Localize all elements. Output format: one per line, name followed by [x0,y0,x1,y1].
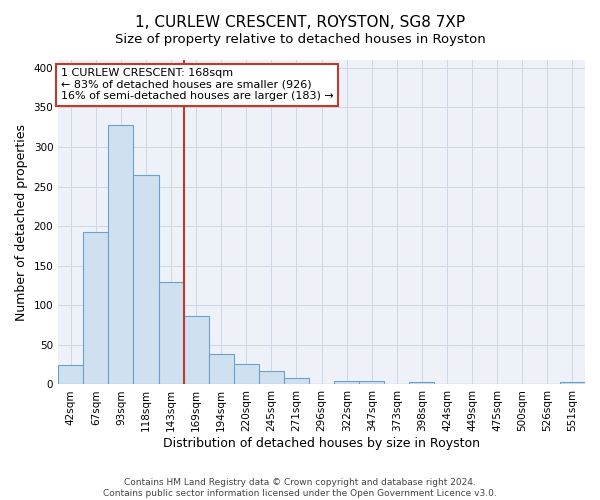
Bar [560,382,585,384]
Bar [133,174,158,384]
Bar [158,282,184,385]
Bar [184,316,209,384]
Bar [58,364,83,384]
Bar [334,380,359,384]
Text: 1 CURLEW CRESCENT: 168sqm
← 83% of detached houses are smaller (926)
16% of semi: 1 CURLEW CRESCENT: 168sqm ← 83% of detac… [61,68,334,102]
Bar [409,382,434,384]
Y-axis label: Number of detached properties: Number of detached properties [15,124,28,320]
Bar [234,364,259,384]
Bar [109,125,133,384]
Bar [284,378,309,384]
Text: 1, CURLEW CRESCENT, ROYSTON, SG8 7XP: 1, CURLEW CRESCENT, ROYSTON, SG8 7XP [135,15,465,30]
X-axis label: Distribution of detached houses by size in Royston: Distribution of detached houses by size … [163,437,480,450]
Bar [359,382,385,384]
Bar [209,354,234,384]
Bar [259,371,284,384]
Bar [83,232,109,384]
Text: Contains HM Land Registry data © Crown copyright and database right 2024.
Contai: Contains HM Land Registry data © Crown c… [103,478,497,498]
Text: Size of property relative to detached houses in Royston: Size of property relative to detached ho… [115,32,485,46]
